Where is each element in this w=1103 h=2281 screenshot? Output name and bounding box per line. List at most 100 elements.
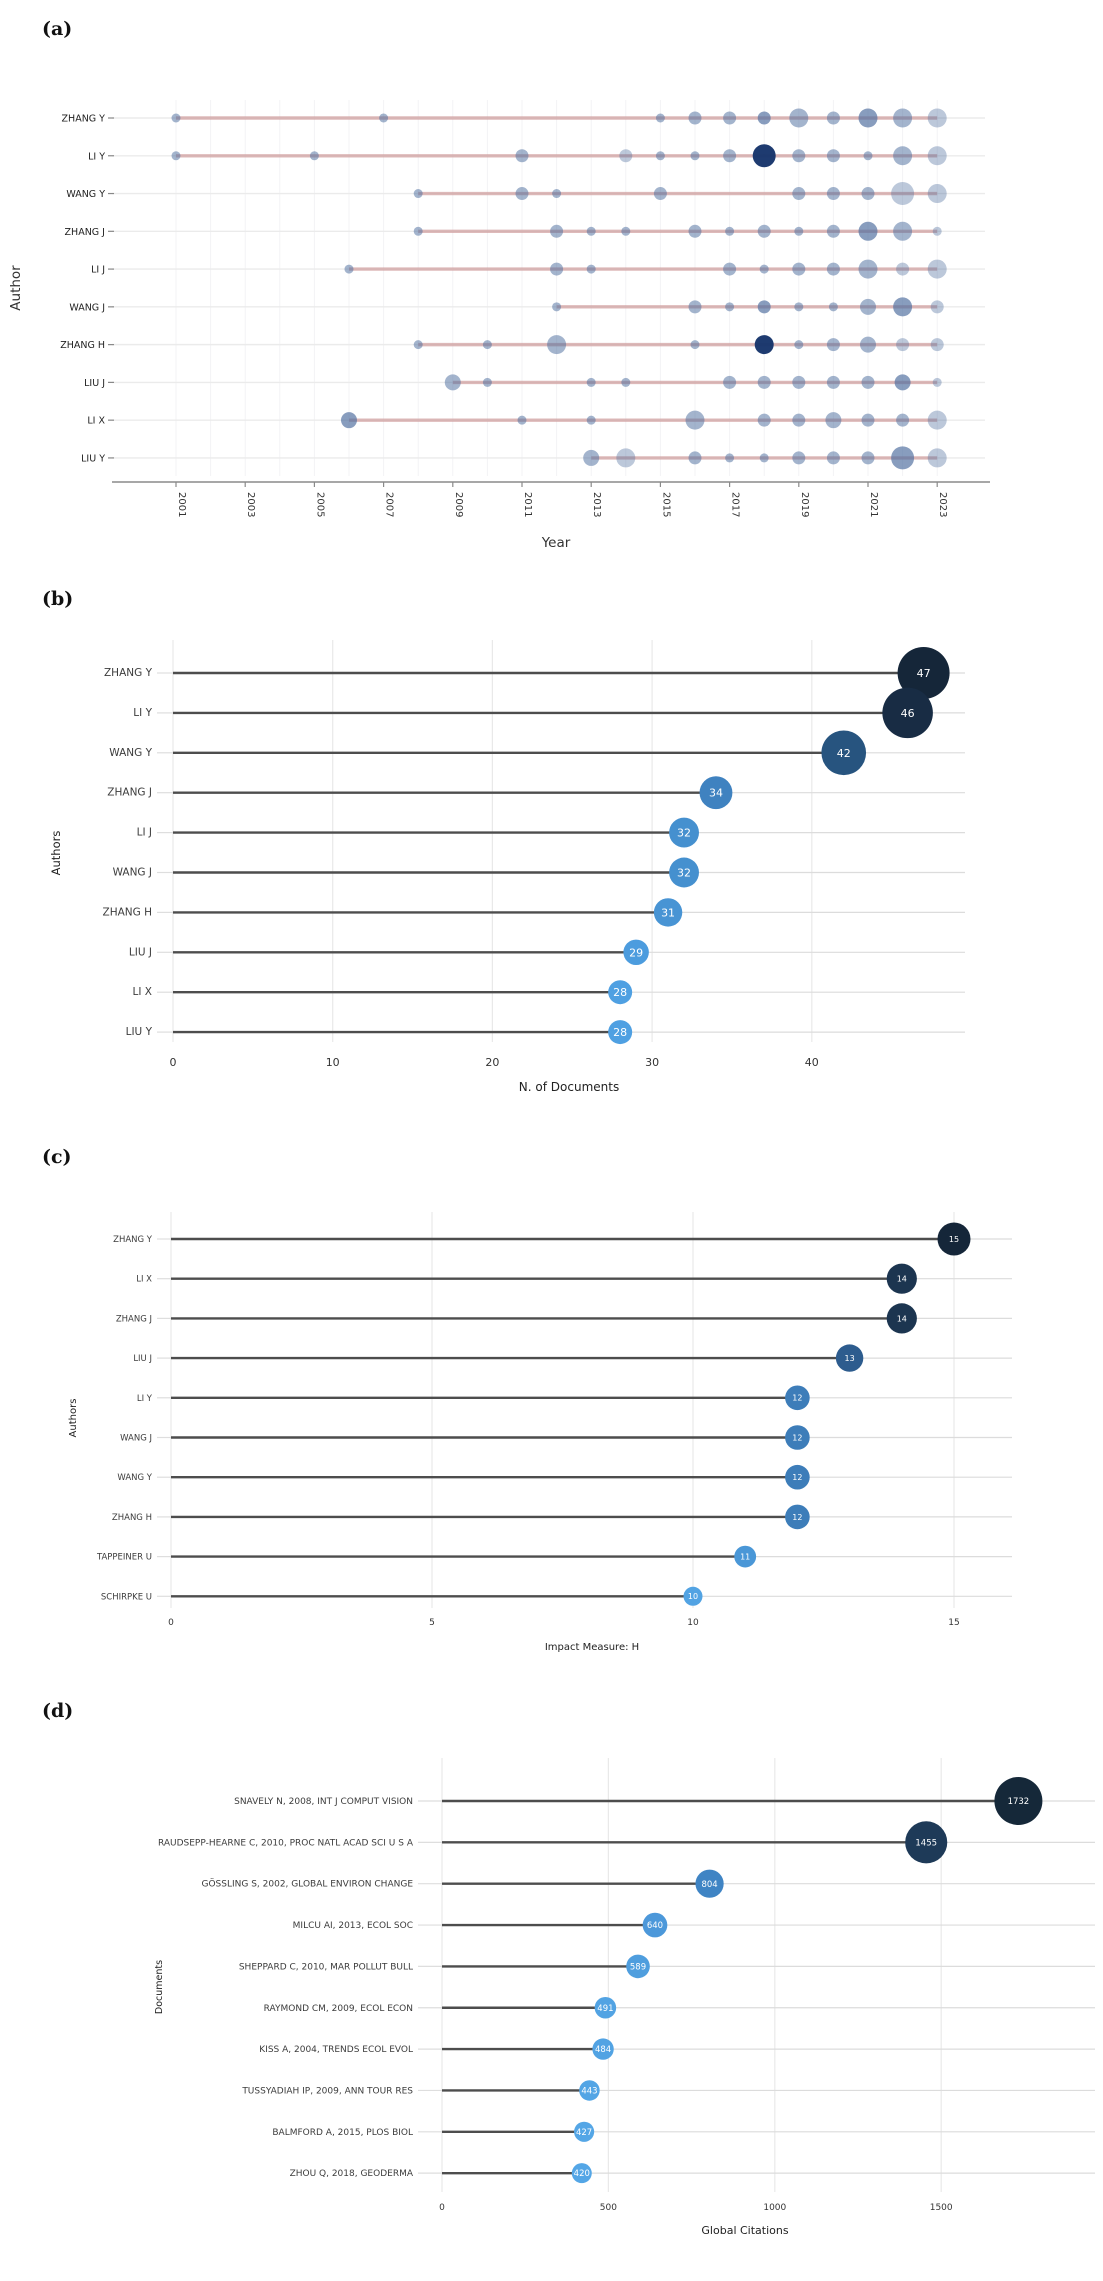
category-label: ZHANG J bbox=[116, 1314, 152, 1324]
category-label: LI X bbox=[136, 1275, 152, 1285]
production-bubble bbox=[621, 377, 631, 387]
x-tick-label: 500 bbox=[600, 2203, 617, 2213]
value-label: 42 bbox=[837, 747, 851, 760]
category-label: TUSSYADIAH IP, 2009, ANN TOUR RES bbox=[241, 2086, 413, 2096]
x-tick-label: 2001 bbox=[176, 492, 187, 517]
value-bubble bbox=[653, 898, 683, 927]
production-bubble bbox=[171, 113, 181, 123]
production-bubble bbox=[723, 375, 737, 389]
production-bubble bbox=[344, 264, 354, 274]
production-bubble bbox=[341, 412, 357, 429]
category-label: LI X bbox=[133, 986, 152, 998]
value-label: 47 bbox=[917, 667, 931, 680]
production-bubble bbox=[927, 146, 947, 166]
value-bubble bbox=[592, 2038, 614, 2060]
category-label: ZHOU Q, 2018, GEODERMA bbox=[290, 2169, 414, 2179]
value-label: 12 bbox=[792, 1433, 802, 1442]
production-bubble bbox=[413, 226, 423, 236]
production-bubble bbox=[517, 415, 527, 425]
production-bubble bbox=[547, 335, 567, 355]
production-bubble bbox=[858, 108, 878, 128]
x-tick-label: 15 bbox=[948, 1618, 959, 1628]
value-label: 14 bbox=[897, 1314, 907, 1323]
author-tick-label: ZHANG J bbox=[65, 227, 105, 238]
author-tick-label: ZHANG H bbox=[60, 340, 105, 351]
production-bubble bbox=[725, 302, 735, 312]
production-bubble bbox=[863, 151, 873, 161]
x-axis-title: Global Citations bbox=[701, 2224, 788, 2237]
x-tick-label: 2013 bbox=[591, 492, 602, 517]
category-label: SHEPPARD C, 2010, MAR POLLUT BULL bbox=[239, 1962, 413, 1972]
category-label: RAUDSEPP-HEARNE C, 2010, PROC NATL ACAD … bbox=[158, 1838, 414, 1848]
production-bubble bbox=[309, 151, 319, 161]
author-tick-label: LI X bbox=[87, 416, 105, 427]
production-bubble bbox=[413, 189, 423, 199]
category-label: WANG J bbox=[120, 1434, 152, 1444]
category-label: WANG J bbox=[113, 867, 152, 879]
x-tick-label: 2011 bbox=[522, 492, 533, 517]
value-label: 484 bbox=[595, 2045, 611, 2055]
value-label: 491 bbox=[597, 2004, 613, 2014]
production-bubble bbox=[792, 187, 806, 201]
production-bubble bbox=[621, 226, 631, 236]
value-label: 1732 bbox=[1008, 1797, 1030, 1807]
production-bubble bbox=[690, 340, 700, 350]
production-bubble bbox=[515, 187, 529, 201]
production-bubble bbox=[757, 413, 771, 427]
value-bubble bbox=[886, 1303, 917, 1334]
production-bubble bbox=[759, 264, 769, 274]
x-tick-label: 5 bbox=[429, 1618, 435, 1628]
production-bubble bbox=[757, 375, 771, 389]
value-bubble bbox=[683, 1586, 703, 1606]
panel-c-tag: (c) bbox=[42, 1146, 72, 1168]
production-bubble bbox=[552, 189, 562, 199]
value-bubble bbox=[785, 1464, 810, 1490]
production-bubble bbox=[927, 108, 947, 128]
value-bubble bbox=[886, 1263, 917, 1294]
production-bubble bbox=[723, 111, 737, 125]
value-bubble bbox=[882, 687, 933, 739]
x-tick-label: 2017 bbox=[730, 492, 741, 517]
value-label: 420 bbox=[574, 2169, 590, 2179]
category-label: ZHANG Y bbox=[113, 1235, 153, 1245]
production-bubble bbox=[789, 108, 809, 128]
value-bubble bbox=[937, 1222, 971, 1256]
value-label: 15 bbox=[949, 1235, 959, 1244]
value-label: 13 bbox=[845, 1354, 855, 1363]
production-bubble bbox=[894, 374, 911, 391]
value-bubble bbox=[594, 1996, 617, 2019]
value-label: 589 bbox=[630, 1962, 646, 1972]
value-bubble bbox=[669, 817, 699, 848]
author-tick-label: LI Y bbox=[88, 151, 105, 162]
x-tick-label: 0 bbox=[168, 1618, 174, 1628]
production-bubble bbox=[616, 448, 636, 468]
category-label: TAPPEINER U bbox=[96, 1553, 152, 1563]
category-label: GÖSSLING S, 2002, GLOBAL ENVIRON CHANGE bbox=[202, 1879, 414, 1890]
panel-b-chart: 0 10 20 30 40 ZHANG Y 47 LI Y 46 WANG Y 42 ZHANG J 3… bbox=[49, 640, 965, 1094]
production-bubble bbox=[413, 340, 423, 350]
production-bubble bbox=[826, 262, 840, 276]
category-label: ZHANG H bbox=[112, 1513, 152, 1523]
value-label: 28 bbox=[613, 1026, 627, 1039]
production-bubble bbox=[792, 451, 806, 465]
production-bubble bbox=[896, 338, 910, 352]
value-bubble bbox=[821, 730, 867, 776]
production-bubble bbox=[893, 146, 913, 166]
value-label: 12 bbox=[792, 1394, 802, 1403]
production-bubble bbox=[858, 259, 878, 279]
production-bubble bbox=[688, 224, 702, 238]
x-tick-label: 20 bbox=[485, 1056, 499, 1069]
category-label: ZHANG J bbox=[107, 787, 152, 799]
category-label: SNAVELY N, 2008, INT J COMPUT VISION bbox=[234, 1797, 413, 1807]
value-bubble bbox=[695, 1869, 724, 1898]
value-bubble bbox=[574, 2121, 595, 2142]
production-bubble bbox=[794, 226, 804, 236]
value-bubble bbox=[905, 1821, 948, 1864]
production-bubble bbox=[759, 453, 769, 463]
category-label: ZHANG Y bbox=[104, 667, 153, 679]
production-bubble bbox=[754, 335, 774, 355]
category-label: MILCU AI, 2013, ECOL SOC bbox=[293, 1921, 413, 1931]
y-axis-title: Authors bbox=[49, 831, 63, 876]
category-label: BALMFORD A, 2015, PLOS BIOL bbox=[272, 2128, 413, 2138]
value-bubble bbox=[608, 980, 633, 1005]
